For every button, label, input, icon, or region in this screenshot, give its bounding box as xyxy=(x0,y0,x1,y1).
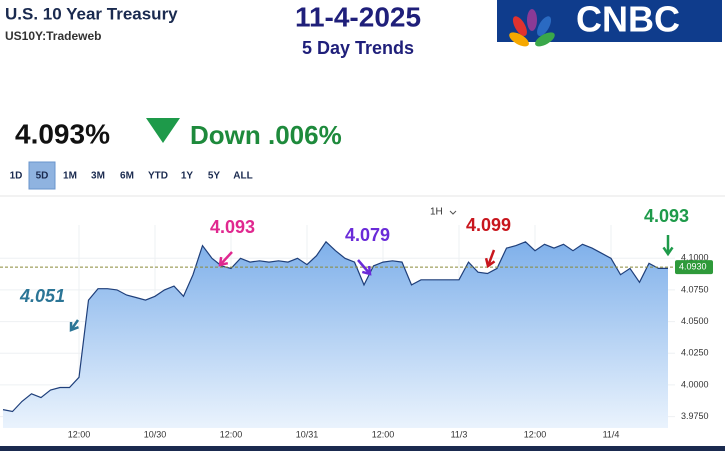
range-button[interactable]: ALL xyxy=(233,171,252,182)
interval[interactable]: 1H xyxy=(430,207,443,218)
annotation: 4.051 xyxy=(19,286,65,306)
annotation: 4.093 xyxy=(210,217,255,237)
interval-chevron xyxy=(449,210,457,215)
bottom-bar xyxy=(0,446,725,451)
range-button[interactable]: 1M xyxy=(63,171,77,182)
y-tick-label: 4.0500 xyxy=(681,316,709,326)
x-tick-label: 12:00 xyxy=(372,429,395,439)
range-button[interactable]: 5D xyxy=(36,171,49,182)
y-tick-label: 4.0750 xyxy=(681,284,709,294)
last-price-tag xyxy=(675,260,713,275)
annotation: 4.099 xyxy=(466,215,511,235)
down-arrow xyxy=(146,118,180,143)
x-tick-label: 10/31 xyxy=(296,429,319,439)
subtitle: 5 Day Trends xyxy=(302,38,414,58)
logo-text: CNBC xyxy=(576,0,680,40)
annotation-arrowhead xyxy=(484,257,496,269)
x-tick-label: 12:00 xyxy=(68,429,91,439)
x-tick-label: 10/30 xyxy=(144,429,167,439)
range-button[interactable]: 3M xyxy=(91,171,105,182)
title: U.S. 10 Year Treasury xyxy=(5,4,178,23)
x-tick-label: 11/4 xyxy=(603,429,620,439)
range-button[interactable]: 1Y xyxy=(181,171,194,182)
annotation: 4.079 xyxy=(345,225,390,245)
y-tick-label: 3.9750 xyxy=(681,411,709,421)
annotation-arrowhead xyxy=(662,246,674,257)
change: Down .006% xyxy=(190,120,342,150)
range-button[interactable]: YTD xyxy=(148,171,168,182)
x-tick-label: 11/3 xyxy=(451,429,468,439)
date: 11-4-2025 xyxy=(295,1,421,32)
logo: CNBC xyxy=(497,0,722,47)
range-button[interactable]: 1D xyxy=(10,171,23,182)
range-selected xyxy=(28,161,56,190)
price: 4.093% xyxy=(15,118,110,149)
last-price-label: 4.0930 xyxy=(679,262,707,272)
range-button[interactable]: 5Y xyxy=(208,171,221,182)
annotation-arrowhead xyxy=(361,265,372,276)
annotation-arrow xyxy=(486,249,496,267)
range-button[interactable]: 6M xyxy=(120,171,134,182)
annotation-arrowhead xyxy=(218,256,229,267)
symbol: US10Y:Tradeweb xyxy=(5,29,101,43)
plot: 3.9750 4.0000 4.0250 4.0500 4.0750 4.1000 12:0… xyxy=(0,206,713,439)
y-tick-label: 4.0250 xyxy=(681,348,709,358)
x-tick-label: 12:00 xyxy=(524,429,547,439)
annotation-arrow xyxy=(219,251,233,266)
y-tick-label: 4.1000 xyxy=(681,253,709,263)
annotation: 4.093 xyxy=(644,206,689,226)
annotation-arrow xyxy=(357,259,371,275)
line xyxy=(2,240,668,413)
y-tick-label: 4.0000 xyxy=(681,379,709,389)
annotation-arrowhead xyxy=(69,321,79,332)
x-tick-label: 12:00 xyxy=(220,429,243,439)
range-selector: 1D 5D 1M 3M 6M YTD 1Y 5Y ALL xyxy=(10,161,253,190)
